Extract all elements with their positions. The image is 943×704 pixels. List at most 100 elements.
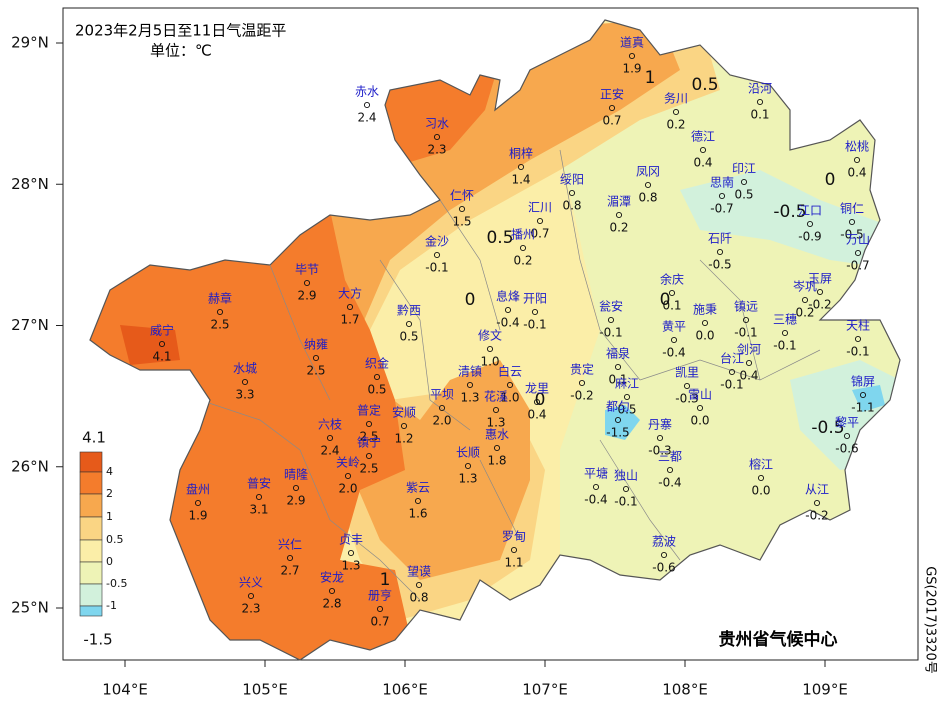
station-name: 台江: [720, 351, 744, 366]
station-marker: [615, 211, 623, 219]
station-marker: [607, 316, 615, 324]
station-marker: [568, 189, 576, 197]
station-name: 汇川: [528, 201, 552, 215]
station-marker: [533, 398, 541, 406]
lat-tick-label: 28°N: [11, 175, 49, 193]
station-name: 龙里: [525, 382, 549, 396]
station-value: 2.8: [322, 597, 341, 611]
legend-label: 2: [106, 487, 113, 500]
station-name: 瓮安: [599, 299, 623, 314]
station-marker: [415, 581, 423, 589]
station-name: 岑巩: [793, 280, 817, 294]
station-marker: [486, 345, 494, 353]
station-value: 2.5: [359, 462, 378, 476]
station-value: 1.8: [487, 454, 506, 468]
station-value: 2.0: [432, 414, 451, 428]
station-marker: [668, 289, 676, 297]
station-marker: [666, 466, 674, 474]
station-name: 榕江: [749, 457, 773, 472]
temperature-zone: [605, 405, 640, 440]
station-name: 麻江: [615, 376, 639, 391]
station-marker: [628, 52, 636, 60]
station-marker: [255, 493, 263, 501]
station-value: -0.1: [523, 318, 546, 332]
station-value: 1.3: [460, 391, 479, 405]
station-name: 万山: [846, 233, 870, 247]
station-name: 雷山: [688, 388, 712, 402]
station-name: 六枝: [318, 417, 342, 432]
station-marker: [756, 98, 764, 106]
legend-label: 0: [106, 555, 113, 568]
station-value: 0.4: [527, 408, 546, 422]
station-marker: [458, 205, 466, 213]
credit: 贵州省气候中心: [719, 629, 838, 650]
station-name: 湄潭: [607, 195, 631, 209]
station-name: 镇宁: [357, 435, 381, 450]
station-value: -0.6: [835, 442, 858, 456]
station-marker: [365, 452, 373, 460]
legend-min: -1.5: [83, 631, 112, 649]
station-marker: [848, 218, 856, 226]
station-value: -0.1: [734, 326, 757, 340]
contour-label: 0.5: [486, 228, 513, 248]
station-marker: [493, 444, 501, 452]
station-value: 0.5: [734, 188, 753, 202]
station-value: 0.5: [399, 330, 418, 344]
contour-label: -0.5: [811, 418, 844, 438]
station-name: 贞丰: [339, 533, 363, 547]
station-marker: [843, 432, 851, 440]
station-value: 0.7: [370, 615, 389, 629]
map-title: 2023年2月5日至11日气温距平: [75, 22, 286, 40]
station-marker: [303, 279, 311, 287]
station-name: 织金: [365, 356, 389, 371]
station-name: 毕节: [295, 263, 319, 277]
lon-tick-label: 104°E: [102, 681, 148, 699]
station-marker: [328, 587, 336, 595]
station-marker: [466, 381, 474, 389]
station-value: 1.9: [188, 509, 207, 523]
contour-label: -0.5: [773, 202, 806, 222]
station-name: 兴仁: [278, 538, 302, 552]
station-marker: [510, 546, 518, 554]
station-value: 2.7: [280, 564, 299, 578]
station-value: 1.3: [341, 559, 360, 573]
lat-tick-label: 27°N: [11, 316, 49, 334]
station-name: 平塘: [584, 466, 608, 481]
station-marker: [740, 178, 748, 186]
station-name: 正安: [600, 87, 624, 102]
station-value: 0.4: [847, 166, 866, 180]
legend-label: 4: [106, 465, 113, 478]
station-name: 水城: [233, 362, 257, 376]
station-marker: [670, 336, 678, 344]
station-name: 仁怀: [450, 189, 474, 203]
station-marker: [718, 192, 726, 200]
station-value: 0.1: [608, 373, 627, 387]
lat-tick-label: 29°N: [11, 34, 49, 52]
temperature-zone: [680, 170, 900, 270]
lon-tick-label: 108°E: [662, 681, 708, 699]
station-name: 剑河: [737, 342, 761, 357]
station-marker: [816, 288, 824, 296]
station-value: -0.1: [720, 378, 743, 392]
station-marker: [716, 248, 724, 256]
station-name: 金沙: [425, 234, 449, 249]
station-name: 独山: [614, 469, 638, 483]
station-value: 0.7: [602, 114, 621, 128]
station-name: 播州: [511, 228, 535, 242]
station-name: 紫云: [406, 481, 430, 495]
station-marker: [438, 404, 446, 412]
station-marker: [854, 335, 862, 343]
station-marker: [608, 104, 616, 112]
station-name: 德江: [691, 129, 715, 144]
station-value: 3.1: [249, 503, 268, 517]
station-marker: [578, 379, 586, 387]
contour-label: 0: [660, 290, 671, 310]
station-value: -0.7: [846, 259, 869, 273]
station-value: -0.9: [798, 230, 821, 244]
station-marker: [696, 404, 704, 412]
station-marker: [241, 378, 249, 386]
station-name: 威宁: [150, 323, 174, 338]
station-marker: [592, 483, 600, 491]
station-name: 息烽: [496, 289, 520, 304]
station-marker: [701, 319, 709, 327]
